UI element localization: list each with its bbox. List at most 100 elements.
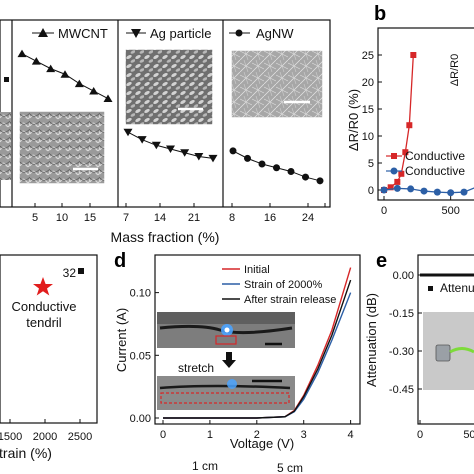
stretch-label: stretch — [178, 361, 214, 375]
panel-d: d Current (A) Voltage (V) 0.00 0.05 0.10 0… — [114, 250, 361, 474]
data-point — [103, 94, 113, 103]
y-tick-label: 0.05 — [130, 350, 151, 362]
panel-e-y-ticks: 0.00 -0.15 -0.30 -0.45 — [389, 270, 422, 396]
x-tick-label: 2000 — [33, 431, 57, 443]
x-tick-label: 4 — [348, 429, 354, 441]
x-tick-label: 21 — [188, 212, 200, 224]
square-marker-icon — [391, 153, 397, 159]
panel-b-y-ticks: 0 5 10 15 20 25 — [362, 50, 382, 197]
panel-a-x-label: Mass fraction (%) — [111, 229, 220, 245]
x-tick-label: 8 — [229, 212, 235, 224]
panel-d-y-label: Current (A) — [114, 308, 129, 372]
data-point — [407, 185, 415, 193]
data-point — [380, 186, 388, 194]
x-tick-label: 14 — [154, 212, 166, 224]
data-point — [208, 154, 218, 163]
data-point — [258, 160, 266, 168]
panel-a: MWCNT Ag particle AgNW — [0, 19, 331, 245]
photo-initial — [157, 312, 295, 348]
panel-b-frame — [377, 27, 474, 201]
y-tick-label: 0.00 — [130, 413, 151, 425]
sem-image-edge — [0, 112, 11, 180]
sem-image-ag-particle — [124, 48, 214, 126]
highlight-box-dashed — [160, 392, 290, 404]
y-tick-label: 15 — [362, 104, 374, 116]
square-marker — [78, 268, 84, 274]
series-line — [163, 279, 352, 419]
photo-note-1cm: 1 cm — [192, 459, 218, 473]
x-tick-label: 0 — [417, 429, 423, 441]
panel-d-frame — [154, 254, 361, 425]
legend-conductive-2: Conductive — [405, 164, 465, 178]
y-tick-label: 5 — [368, 158, 374, 170]
y-tick-label: -0.30 — [389, 346, 414, 358]
y-tick-label: -0.15 — [389, 308, 414, 320]
x-tick-label: 7 — [123, 212, 129, 224]
data-point — [151, 141, 161, 150]
legend-label-agnw: AgNW — [256, 26, 294, 41]
x-tick-label: 5 — [32, 212, 38, 224]
star-marker-icon — [33, 277, 53, 296]
panel-e-x-ticks: 0 5000 — [417, 420, 474, 441]
data-point — [398, 170, 405, 177]
x-tick-label: 24 — [302, 212, 314, 224]
y-tick-label: 0.00 — [393, 270, 414, 282]
panel-c-x-label: strain (%) — [0, 445, 52, 461]
legend-attenuation: Attenu — [440, 281, 474, 295]
photo-connector — [423, 312, 474, 390]
star-label-line-2: tendril — [26, 315, 62, 330]
panel-a-frame — [0, 19, 331, 208]
legend-ag-particle: Ag particle — [126, 26, 211, 41]
panel-letter-e: e — [376, 250, 387, 272]
data-point — [406, 122, 413, 129]
data-point — [316, 177, 324, 185]
panel-d-x-ticks: 0 1 2 3 4 — [160, 420, 354, 441]
triangle-down-marker-icon — [131, 29, 141, 38]
legend-conductive-1: Conductive — [405, 149, 465, 163]
panel-b-series — [380, 52, 474, 197]
legend-mwcnt: MWCNT — [32, 26, 108, 41]
data-point — [393, 184, 401, 192]
x-tick-label: 0 — [160, 429, 166, 441]
triangle-up-marker-icon — [38, 28, 48, 37]
point-label: 32 — [63, 266, 77, 280]
data-point — [447, 189, 455, 197]
data-point — [137, 136, 147, 144]
series-mwcnt — [17, 49, 113, 103]
data-point — [420, 187, 428, 195]
x-tick-label: 3 — [301, 429, 307, 441]
data-point — [287, 167, 295, 175]
data-point — [244, 154, 251, 162]
data-point — [394, 178, 401, 185]
arrow-down-icon — [222, 352, 236, 368]
x-tick-label: 16 — [264, 212, 276, 224]
panel-a-x-ticks: 5 10 15 7 14 21 8 16 24 — [32, 203, 326, 224]
panel-e-legend: Attenu — [428, 281, 474, 295]
data-point — [74, 79, 84, 88]
data-point — [229, 147, 237, 155]
panel-b-y-label: ΔR/R0 (%) — [346, 89, 361, 151]
panel-b-legend: Conductive Conductive — [386, 149, 465, 178]
panel-d-legend: Initial Strain of 2000% After strain rel… — [222, 264, 336, 306]
series-agnw — [229, 147, 324, 185]
panel-c-x-ticks: 1500 2000 2500 — [0, 419, 92, 443]
x-tick-label: 15 — [84, 212, 96, 224]
photo-note-5cm: 5 cm — [277, 461, 303, 474]
sem-image-agnw — [230, 49, 324, 119]
circle-marker-icon — [235, 29, 243, 37]
panel-d-series — [163, 267, 352, 419]
y-tick-label: -0.45 — [389, 384, 414, 396]
legend-agnw: AgNW — [229, 26, 294, 41]
legend-strain-2000: Strain of 2000% — [244, 279, 322, 291]
panel-b: b ΔR/R0 (%) ΔR/R0 0 5 10 15 20 25 0 500 Conduc… — [346, 3, 474, 217]
panel-c-frame — [0, 254, 98, 424]
y-tick-label: 0.10 — [130, 288, 151, 300]
legend-initial: Initial — [244, 264, 270, 276]
panel-letter-d: d — [114, 250, 126, 272]
y-tick-label: 10 — [362, 131, 374, 143]
circle-marker-icon — [390, 167, 398, 175]
photo-stretched — [157, 376, 295, 410]
y-tick-label: 0 — [368, 185, 374, 197]
sem-image-mwcnt — [18, 110, 106, 185]
